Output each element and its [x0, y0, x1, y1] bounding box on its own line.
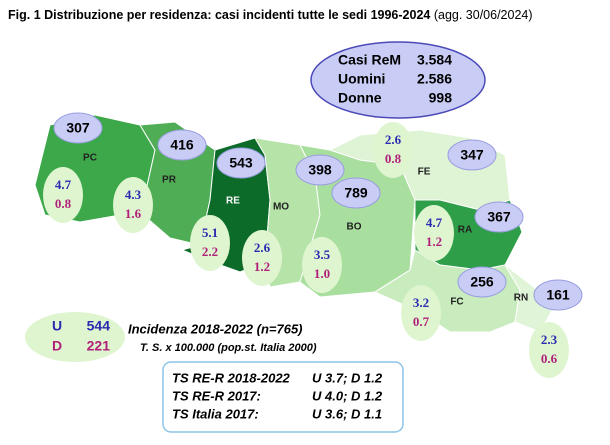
rate-women: 1.2	[254, 259, 270, 274]
rate-ellipse	[43, 167, 83, 223]
incidence-ellipse	[25, 312, 125, 362]
rate-men: 4.7	[55, 177, 72, 192]
cases-value: 367	[487, 209, 511, 225]
rate-women: 2.2	[202, 244, 218, 259]
rate-women: 0.7	[413, 314, 430, 329]
cases-value: 416	[170, 137, 194, 153]
summary-label: Uomini	[338, 71, 385, 87]
rate-ellipse	[529, 322, 569, 378]
women-value: 221	[87, 338, 111, 354]
cases-value: 543	[229, 155, 253, 171]
cases-bubble	[331, 177, 381, 209]
ts-rows: TS RE-R 2018-2022 U 3.7; D 1.2 TS RE-R 201…	[172, 370, 383, 421]
cases-bubble	[295, 154, 345, 186]
rate-ellipse	[373, 122, 413, 178]
province-code: FC	[450, 297, 463, 308]
cases-value: 307	[66, 120, 90, 136]
summary-label: Donne	[338, 90, 382, 106]
rate-men: 4.3	[125, 187, 142, 202]
men-value: 544	[87, 318, 111, 334]
province-code: RN	[514, 293, 528, 304]
rate-men: 3.5	[314, 247, 331, 262]
rate-ellipse	[190, 215, 230, 271]
province-code: FE	[418, 167, 431, 178]
cases-bubble	[157, 129, 207, 161]
rate-men: 5.1	[202, 225, 218, 240]
summary-label: Casi ReM	[338, 52, 401, 68]
ts-value: U 4.0; D 1.2	[312, 388, 383, 403]
ts-label: TS RE-R 2018-2022	[172, 370, 291, 385]
cases-value: 256	[470, 274, 494, 290]
province-code: PC	[83, 153, 97, 164]
rate-women: 1.6	[125, 206, 142, 221]
cases-bubble	[457, 266, 507, 298]
summary-value: 2.586	[417, 71, 452, 87]
summary-value: 3.584	[417, 52, 452, 68]
cases-bubble	[53, 112, 103, 144]
title-note: (agg. 30/06/2024)	[434, 8, 533, 22]
cases-value: 398	[308, 162, 332, 178]
rate-women: 0.8	[55, 196, 72, 211]
rate-ellipse	[302, 237, 342, 293]
rate-men: 3.2	[413, 295, 429, 310]
province-code: RA	[458, 225, 472, 236]
rate-women: 1.0	[314, 266, 330, 281]
title: Fig. 1 Distribuzione per residenza: casi…	[8, 8, 533, 22]
women-label: D	[52, 338, 62, 354]
cases-value: 347	[460, 147, 484, 163]
rate-men: 2.3	[541, 332, 558, 347]
rate-ellipse	[113, 177, 153, 233]
incidence-title: Incidenza 2018-2022 (n=765)	[128, 321, 303, 336]
title-text: Fig. 1 Distribuzione per residenza: casi…	[8, 8, 430, 22]
rate-men: 2.6	[254, 240, 271, 255]
rate-women: 0.6	[541, 351, 558, 366]
rate-men: 4.7	[426, 215, 443, 230]
cases-bubble	[533, 279, 583, 311]
summary: Casi ReM 3.584 Uomini 2.586 Donne 998	[338, 52, 452, 106]
cases-bubble	[216, 147, 266, 179]
rate-ellipse	[414, 205, 454, 261]
cases-value: 161	[546, 287, 570, 303]
province-code: MO	[273, 202, 289, 213]
province-code: RE	[226, 196, 240, 207]
province-code: BO	[347, 222, 362, 233]
rate-men: 2.6	[385, 132, 402, 147]
incidence-subtitle: T. S. x 100.000 (pop.st. Italia 2000)	[140, 342, 317, 354]
cases-bubble	[447, 139, 497, 171]
cases-bubble	[474, 201, 524, 233]
cases-value: 789	[344, 185, 368, 201]
ts-value: U 3.6; D 1.1	[312, 406, 382, 421]
ts-value: U 3.7; D 1.2	[312, 370, 383, 385]
ts-box	[162, 361, 404, 433]
men-label: U	[52, 318, 62, 334]
rate-women: 0.8	[385, 151, 402, 166]
province-code: PR	[162, 175, 177, 186]
ts-label: TS Italia 2017:	[172, 406, 259, 421]
rate-ellipse	[401, 285, 441, 341]
summary-value: 998	[429, 90, 453, 106]
rate-ellipse	[242, 230, 282, 286]
ts-label: TS RE-R 2017:	[172, 388, 261, 403]
summary-ellipse	[310, 41, 486, 119]
region-map: PC 4.7 0.8 307 PR 4.3 1.6 416 RE 5.1 2.2 543 MO 2.6 1.…	[34, 112, 583, 378]
rate-women: 1.2	[426, 234, 442, 249]
